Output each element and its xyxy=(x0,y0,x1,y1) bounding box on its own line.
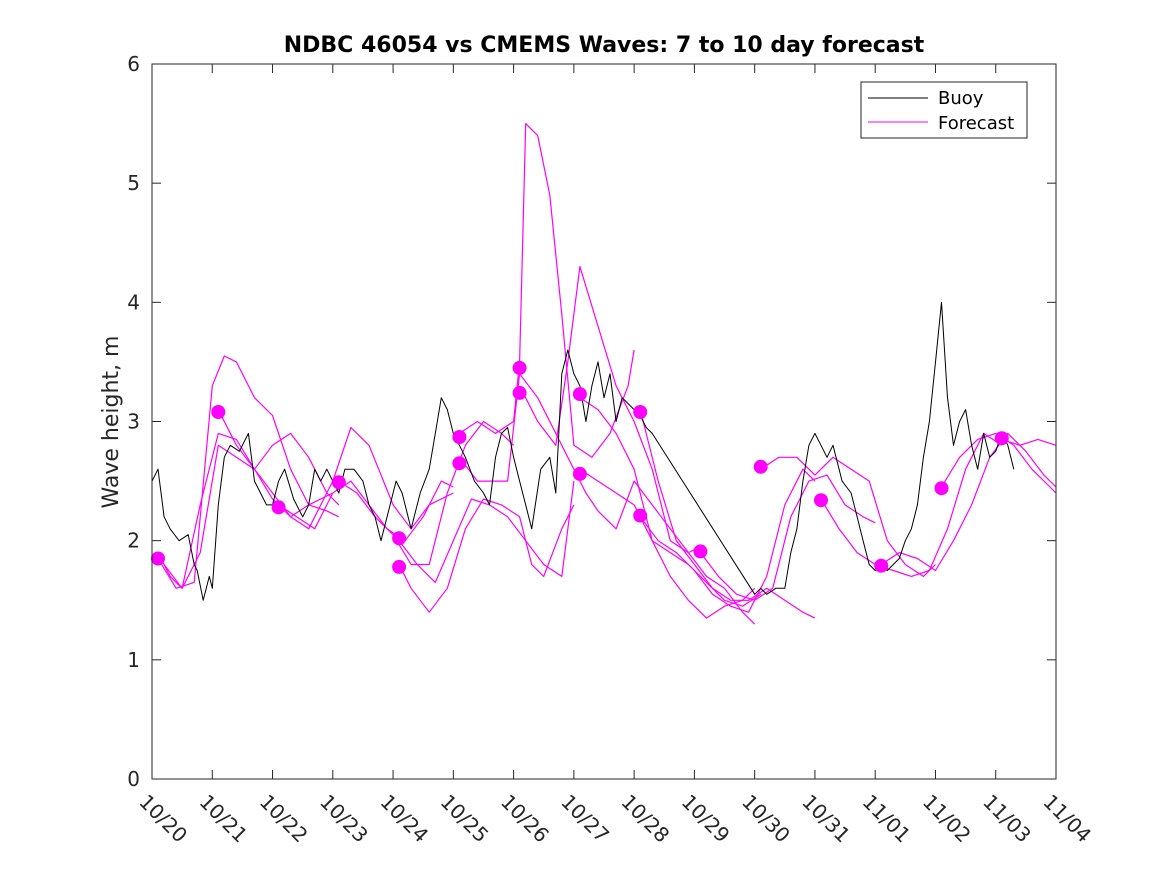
forecast-marker-14 xyxy=(633,508,648,523)
legend-label-forecast: Forecast xyxy=(938,113,1014,134)
forecast-marker-12 xyxy=(572,466,587,481)
series-layer xyxy=(151,122,1057,625)
y-tick-label: 3 xyxy=(127,410,140,434)
forecast-line-7 xyxy=(398,498,575,613)
forecast-line-15 xyxy=(639,468,816,613)
y-axis: 0 1 2 3 4 5 6 xyxy=(127,52,1056,791)
forecast-line-14 xyxy=(639,409,816,619)
forecast-marker-7 xyxy=(452,430,467,444)
forecast-marker-6 xyxy=(392,559,407,574)
y-axis-label: Wave height, m xyxy=(99,336,124,509)
forecast-line-21 xyxy=(1001,438,1057,446)
forecast-marker-16 xyxy=(753,459,768,474)
y-tick-label: 6 xyxy=(127,52,140,76)
y-tick-label: 5 xyxy=(127,171,140,195)
forecast-marker-18 xyxy=(874,558,889,573)
forecast-line-12 xyxy=(579,397,756,619)
forecast-line-9 xyxy=(459,122,635,458)
y-tick-label: 4 xyxy=(127,290,140,314)
forecast-line-10 xyxy=(458,373,701,554)
y-tick-label: 1 xyxy=(127,648,140,672)
forecast-marker-17 xyxy=(814,493,828,508)
forecast-marker-15 xyxy=(693,544,708,559)
forecast-line-16 xyxy=(699,474,876,601)
plot-area xyxy=(152,64,1056,779)
forecast-marker-5 xyxy=(392,531,407,546)
forecast-marker-1 xyxy=(151,551,165,566)
buoy-line xyxy=(151,301,1015,601)
forecast-marker-2 xyxy=(211,405,226,419)
marker-layer xyxy=(151,360,1009,574)
forecast-marker-19 xyxy=(934,481,949,496)
forecast-marker-8 xyxy=(452,456,467,471)
forecast-line-17 xyxy=(760,456,936,578)
forecast-line-18 xyxy=(820,432,1003,578)
forecast-marker-11 xyxy=(572,387,587,402)
forecast-marker-20 xyxy=(994,431,1009,446)
forecast-line-13 xyxy=(579,468,762,607)
forecast-marker-4 xyxy=(331,475,346,490)
legend: Buoy Forecast xyxy=(860,81,1028,139)
legend-label-buoy: Buoy xyxy=(938,88,984,109)
forecast-marker-3 xyxy=(271,500,286,515)
y-tick-label: 0 xyxy=(127,767,140,791)
forecast-line-6 xyxy=(338,420,515,566)
legend-box xyxy=(860,81,1028,139)
y-tick-label: 2 xyxy=(127,529,140,553)
chart-title: NDBC 46054 vs CMEMS Waves: 7 to 10 day f… xyxy=(284,33,925,58)
forecast-line-2 xyxy=(157,355,340,589)
forecast-line-1 xyxy=(157,432,334,589)
forecast-marker-10 xyxy=(512,385,527,400)
forecast-marker-9 xyxy=(512,360,527,375)
forecast-line-19 xyxy=(880,432,1057,572)
forecast-marker-13 xyxy=(633,405,648,419)
